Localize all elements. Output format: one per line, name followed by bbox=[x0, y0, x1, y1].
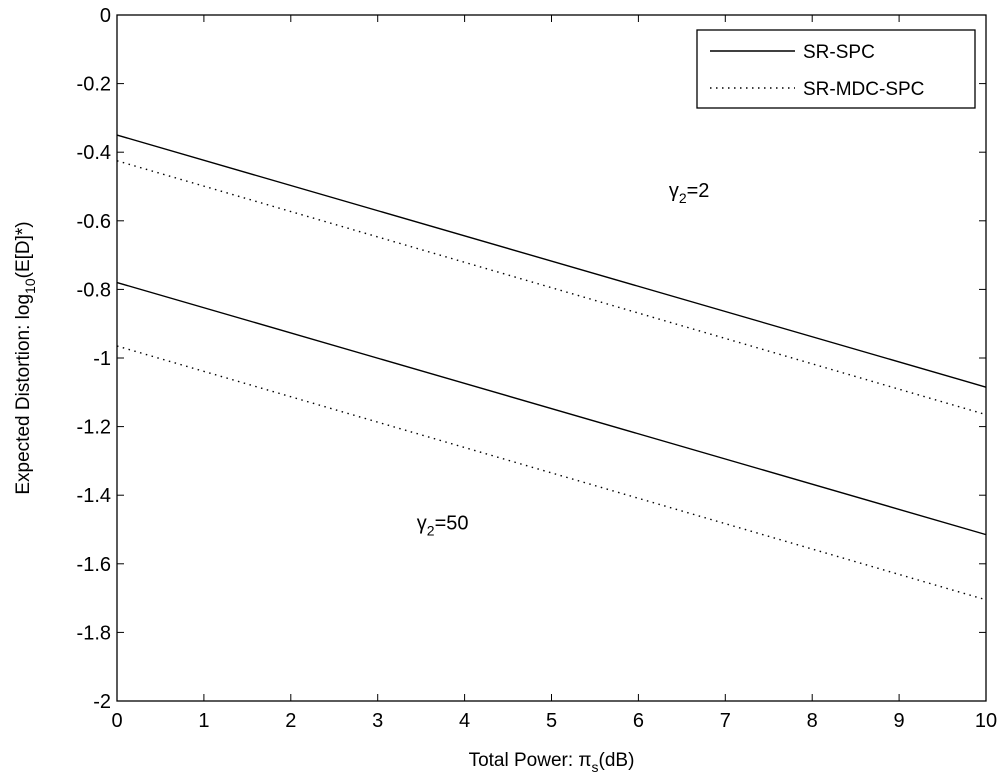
y-tick-label: -0.2 bbox=[77, 74, 111, 96]
x-axis-label: Total Power: πs(dB) bbox=[469, 750, 635, 775]
y-tick-label: -1.6 bbox=[77, 554, 111, 576]
x-axis-label-tail: (dB) bbox=[599, 750, 635, 771]
x-tick-label: 6 bbox=[633, 710, 644, 732]
y-tick-label: -1.2 bbox=[77, 417, 111, 439]
x-axis-label-main: Total Power: π bbox=[469, 750, 592, 771]
x-tick-label: 9 bbox=[894, 710, 905, 732]
annotation-gamma-symbol: γ bbox=[417, 513, 427, 535]
series-line-1 bbox=[116, 160, 987, 416]
series-layer bbox=[116, 134, 987, 601]
x-tick-label: 10 bbox=[975, 710, 997, 732]
y-tick-label: -1.4 bbox=[77, 485, 111, 507]
x-tick-label: 8 bbox=[807, 710, 818, 732]
y-tick-label: 0 bbox=[100, 5, 111, 27]
legend-box bbox=[696, 29, 976, 109]
x-tick-label: 3 bbox=[372, 710, 383, 732]
y-tick-label: -1.8 bbox=[77, 622, 111, 644]
x-tick-label: 0 bbox=[111, 710, 122, 732]
x-tick-label: 1 bbox=[198, 710, 209, 732]
annotation-gamma-symbol: γ bbox=[669, 180, 679, 202]
legend-label-sr-spc: SR-SPC bbox=[803, 42, 875, 63]
y-tick-label: -1 bbox=[93, 348, 111, 370]
y-axis-label: Expected Distortion: log10(E[D]*) bbox=[13, 221, 38, 494]
x-tick-label: 2 bbox=[285, 710, 296, 732]
y-tick-label: -0.6 bbox=[77, 211, 111, 233]
y-tick-label: -0.4 bbox=[77, 142, 111, 164]
x-tick-label: 4 bbox=[459, 710, 470, 732]
annotation-value: =50 bbox=[435, 513, 469, 535]
y-axis-label-tail: (E[D]*) bbox=[13, 221, 34, 278]
plot-area bbox=[117, 15, 986, 701]
annotation-value: =2 bbox=[687, 180, 710, 202]
x-tick-label: 5 bbox=[546, 710, 557, 732]
y-axis-label-subscript: 10 bbox=[22, 278, 38, 294]
series-line-2 bbox=[116, 281, 987, 536]
legend-label-sr-mdc-spc: SR-MDC-SPC bbox=[803, 79, 924, 100]
y-tick-label: -2 bbox=[93, 691, 111, 713]
series-line-3 bbox=[116, 345, 987, 601]
annotation-subscript: 2 bbox=[679, 190, 687, 206]
y-axis-label-main: Expected Distortion: log bbox=[13, 294, 34, 495]
y-tick-label: -0.8 bbox=[77, 279, 111, 301]
series-line-0 bbox=[116, 134, 987, 388]
x-tick-label: 7 bbox=[720, 710, 731, 732]
annotation-subscript: 2 bbox=[427, 523, 435, 539]
legend: SR-SPC SR-MDC-SPC bbox=[696, 29, 976, 109]
tick-layer: 0 1 2 3 4 5 6 7 8 9 10 0 -0.2 -0.4 -0.6 -0.8 -1 -1.2 -1.4 -… bbox=[77, 5, 998, 732]
x-axis-label-subscript: s bbox=[592, 759, 599, 775]
annotation-gamma2-2: γ2=2 bbox=[669, 180, 710, 206]
annotation-gamma2-50: γ2=50 bbox=[417, 513, 469, 539]
